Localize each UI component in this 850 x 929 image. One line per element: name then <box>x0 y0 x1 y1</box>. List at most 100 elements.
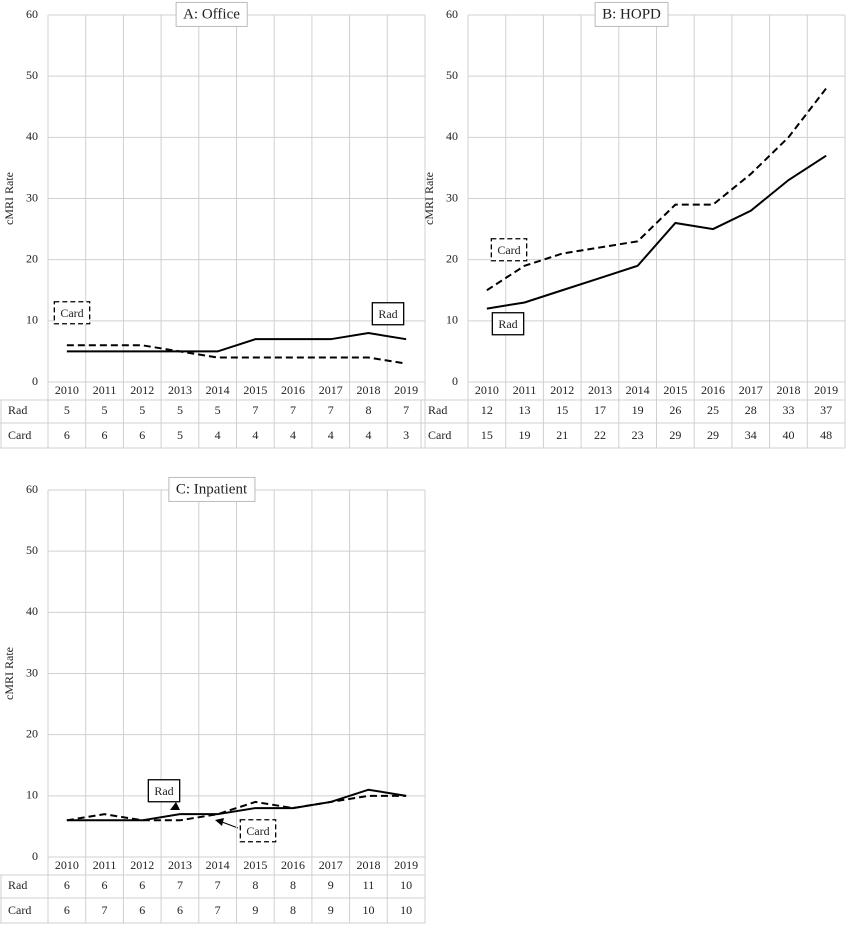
table-cell: 8 <box>290 903 296 917</box>
table-cell: 5 <box>215 403 221 417</box>
chart-title: C: Inpatient <box>176 481 248 497</box>
series-label: Rad <box>154 784 173 798</box>
y-tick-label: 0 <box>32 849 38 863</box>
table-cell: 29 <box>707 428 719 442</box>
x-tick-label: 2012 <box>130 383 154 397</box>
x-tick-label: 2017 <box>739 383 763 397</box>
table-row-header: Card <box>428 428 451 442</box>
table-cell: 6 <box>139 428 145 442</box>
table-cell: 22 <box>594 428 606 442</box>
x-tick-label: 2017 <box>319 383 343 397</box>
table-cell: 5 <box>102 403 108 417</box>
chart-title: B: HOPD <box>602 6 661 22</box>
y-tick-label: 50 <box>26 68 38 82</box>
series-label-box <box>239 819 277 843</box>
table-cell: 5 <box>64 403 70 417</box>
y-tick-label: 10 <box>26 313 38 327</box>
x-tick-label: 2018 <box>356 858 380 872</box>
y-tick-label: 50 <box>26 543 38 557</box>
table-cell: 7 <box>102 903 108 917</box>
y-tick-label: 20 <box>26 251 38 265</box>
table-cell: 4 <box>215 428 221 442</box>
table-cell: 11 <box>363 878 375 892</box>
x-tick-label: 2012 <box>550 383 574 397</box>
x-tick-label: 2013 <box>168 383 192 397</box>
table-cell: 19 <box>519 428 531 442</box>
table-cell: 4 <box>252 428 258 442</box>
x-tick-label: 2016 <box>281 383 305 397</box>
y-tick-label: 40 <box>26 604 38 618</box>
series-line <box>486 154 827 310</box>
x-tick-label: 2013 <box>588 383 612 397</box>
table-cell: 9 <box>252 903 258 917</box>
y-axis-label: cMRI Rate <box>2 647 16 700</box>
x-tick-label: 2016 <box>701 383 725 397</box>
table-cell: 8 <box>290 878 296 892</box>
chart-title-box <box>594 1 669 27</box>
x-tick-label: 2013 <box>168 858 192 872</box>
x-tick-label: 2012 <box>130 858 154 872</box>
y-axis-label: cMRI Rate <box>2 172 16 225</box>
y-tick-label: 50 <box>446 68 458 82</box>
y-tick-label: 30 <box>446 190 458 204</box>
x-tick-label: 2014 <box>626 383 650 397</box>
table-cell: 4 <box>365 428 371 442</box>
table-cell: 25 <box>707 403 719 417</box>
x-tick-label: 2016 <box>281 858 305 872</box>
x-tick-label: 2015 <box>243 858 267 872</box>
series-label: Card <box>60 306 83 320</box>
table-cell: 48 <box>820 428 832 442</box>
table-cell: 7 <box>290 403 296 417</box>
table-cell: 6 <box>64 878 70 892</box>
table-cell: 6 <box>102 878 108 892</box>
series-line <box>66 344 407 365</box>
table-cell: 15 <box>556 403 568 417</box>
table-cell: 5 <box>177 428 183 442</box>
series-label: Card <box>246 824 269 838</box>
series-line <box>66 788 407 822</box>
table-cell: 7 <box>252 403 258 417</box>
series-line <box>486 87 827 292</box>
y-tick-label: 10 <box>446 313 458 327</box>
y-tick-label: 20 <box>26 726 38 740</box>
table-row-header: Rad <box>8 403 27 417</box>
y-tick-label: 40 <box>446 129 458 143</box>
table-cell: 9 <box>328 903 334 917</box>
x-tick-label: 2011 <box>93 858 117 872</box>
table-cell: 12 <box>481 403 493 417</box>
series-label-box <box>490 238 528 262</box>
table-cell: 8 <box>252 878 258 892</box>
y-tick-label: 10 <box>26 788 38 802</box>
chart-title: A: Office <box>183 6 240 22</box>
table-cell: 7 <box>177 878 183 892</box>
chart-title-box <box>175 1 248 27</box>
table-cell: 6 <box>177 903 183 917</box>
table-cell: 7 <box>403 403 409 417</box>
table-cell: 6 <box>64 428 70 442</box>
table-cell: 29 <box>669 428 681 442</box>
y-tick-label: 60 <box>26 7 38 21</box>
table-cell: 33 <box>782 403 794 417</box>
series-line <box>66 332 407 353</box>
table-cell: 5 <box>139 403 145 417</box>
annotation-arrow <box>170 802 180 810</box>
y-tick-label: 60 <box>446 7 458 21</box>
x-tick-label: 2017 <box>319 858 343 872</box>
table-cell: 6 <box>139 878 145 892</box>
table-cell: 34 <box>745 428 757 442</box>
series-label-box <box>491 312 525 336</box>
table-cell: 40 <box>782 428 794 442</box>
table-cell: 26 <box>669 403 681 417</box>
y-tick-label: 0 <box>32 374 38 388</box>
x-tick-label: 2010 <box>55 858 79 872</box>
x-tick-label: 2014 <box>206 858 230 872</box>
table-cell: 13 <box>519 403 531 417</box>
table-cell: 15 <box>481 428 493 442</box>
series-label: Rad <box>378 307 397 321</box>
series-label-box <box>147 779 181 803</box>
x-tick-label: 2011 <box>513 383 537 397</box>
y-tick-label: 60 <box>26 482 38 496</box>
table-cell: 4 <box>290 428 296 442</box>
table-cell: 10 <box>400 903 412 917</box>
y-tick-label: 30 <box>26 665 38 679</box>
